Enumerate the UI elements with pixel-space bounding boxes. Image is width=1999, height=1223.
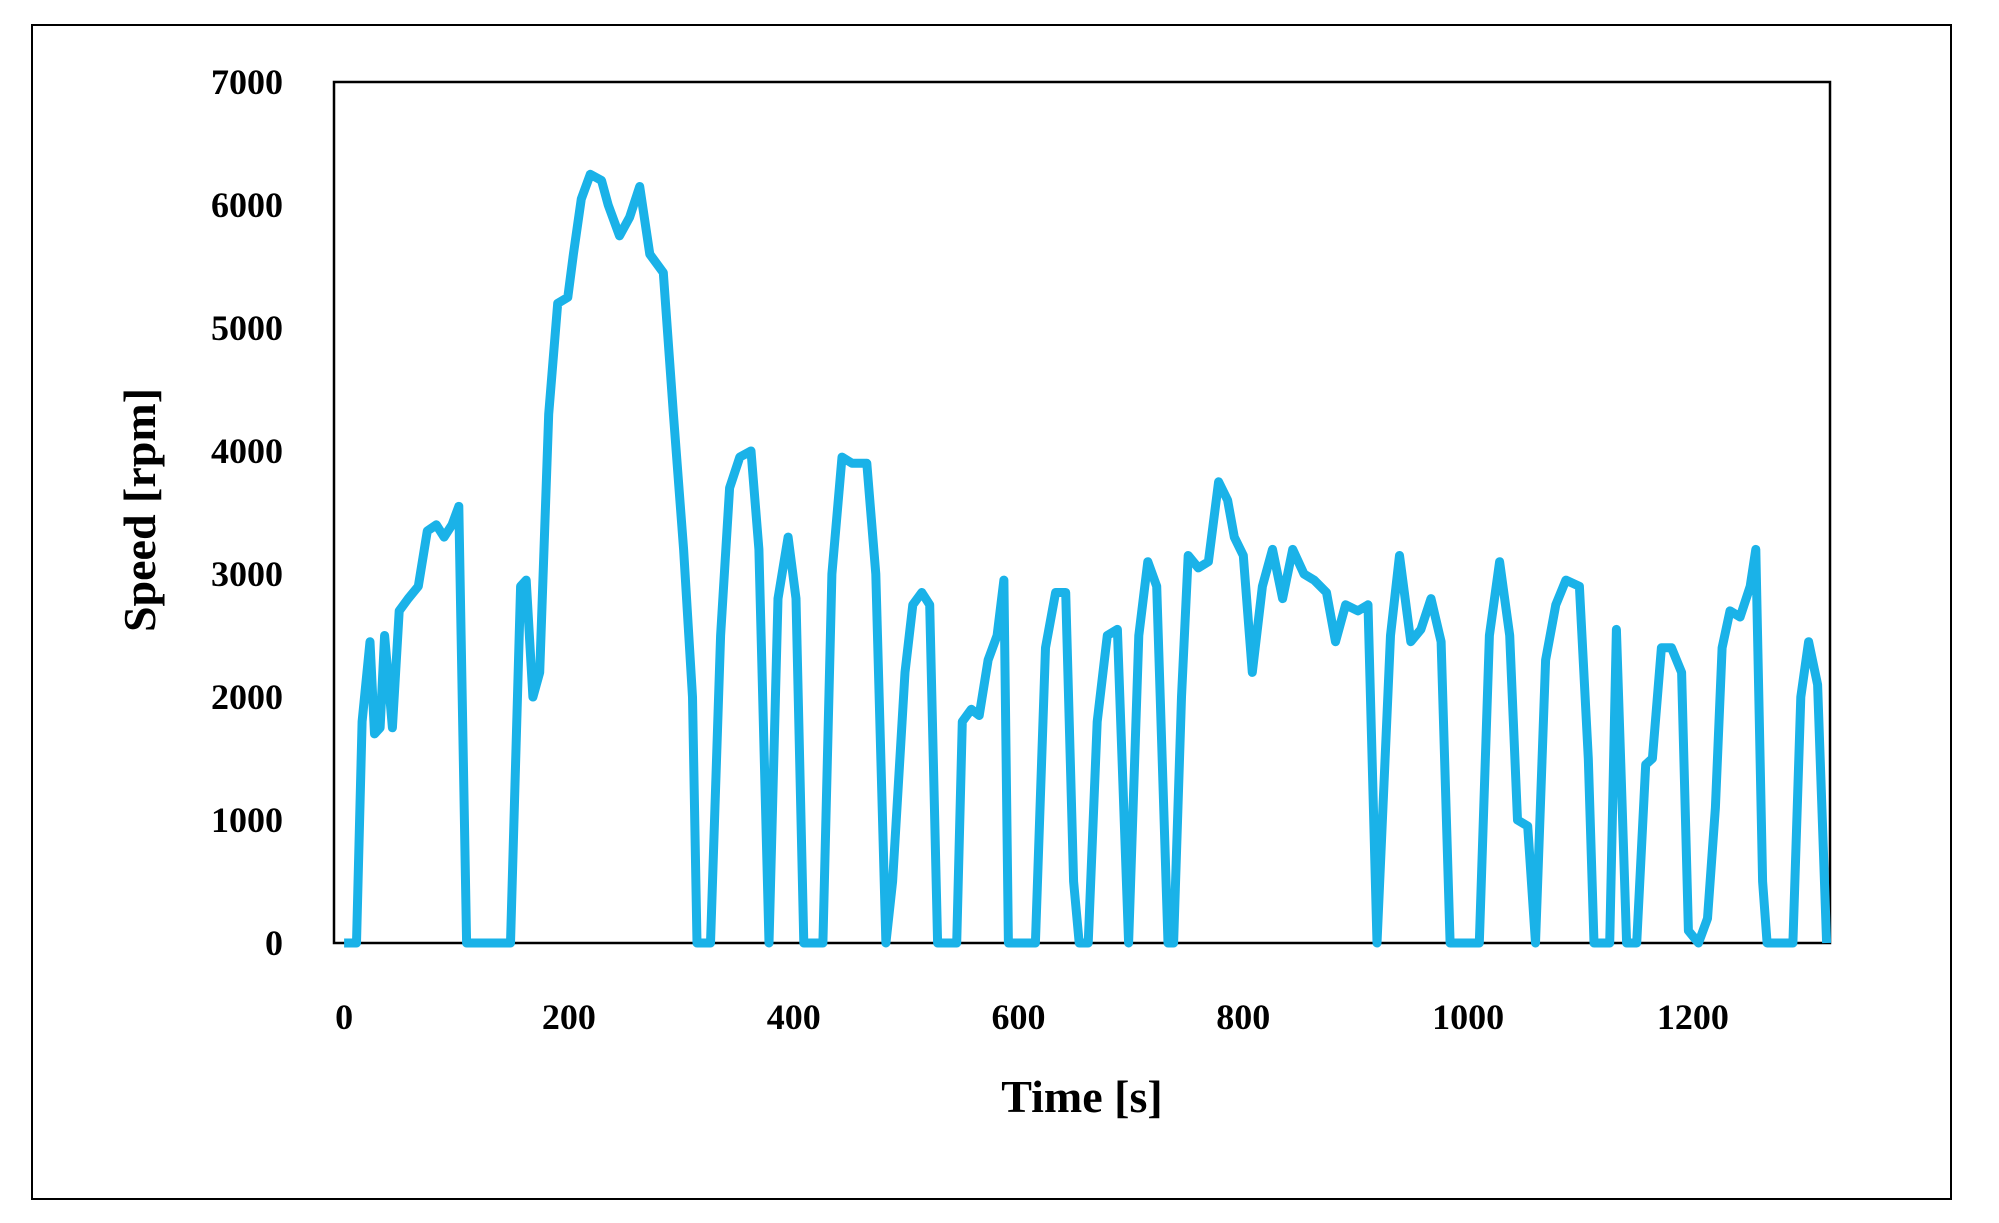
x-tick-label: 0 — [335, 997, 353, 1037]
y-axis-title: Speed [rpm] — [114, 388, 165, 632]
y-tick-label: 6000 — [211, 185, 283, 225]
x-tick-label: 1200 — [1657, 997, 1729, 1037]
y-tick-label: 4000 — [211, 431, 283, 471]
series-line — [344, 169, 1832, 948]
y-tick-label: 3000 — [211, 554, 283, 594]
y-tick-label: 5000 — [211, 308, 283, 348]
y-tick-label: 7000 — [211, 62, 283, 102]
chart-frame — [31, 24, 1952, 1200]
x-tick-label: 1000 — [1432, 997, 1504, 1037]
y-tick-label: 1000 — [211, 800, 283, 840]
y-tick-label: 2000 — [211, 677, 283, 717]
x-tick-label: 800 — [1216, 997, 1270, 1037]
y-tick-label: 0 — [265, 923, 283, 963]
x-tick-label: 400 — [767, 997, 821, 1037]
x-tick-label: 600 — [991, 997, 1045, 1037]
x-axis-title: Time [s] — [1001, 1071, 1162, 1122]
x-tick-label: 200 — [542, 997, 596, 1037]
